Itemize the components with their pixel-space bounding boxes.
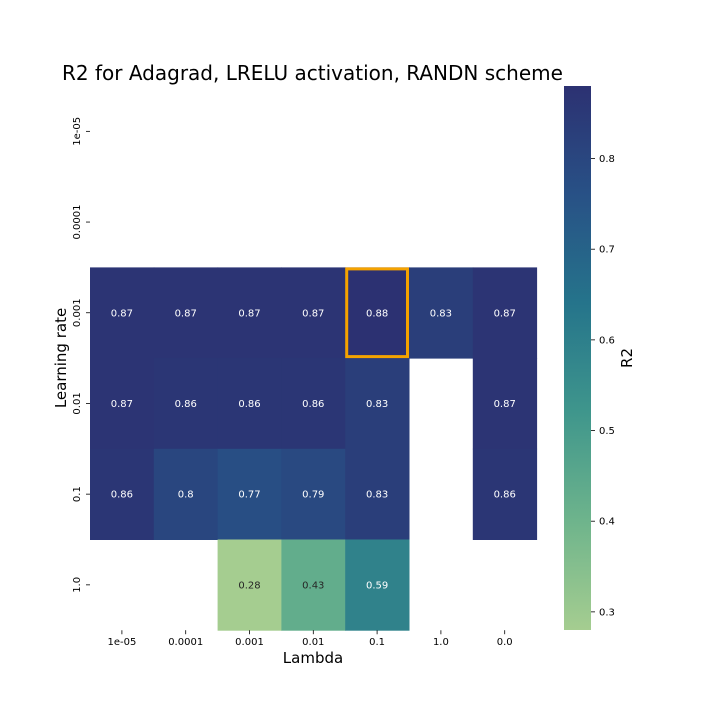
heatmap-cell	[472, 448, 538, 540]
heatmap-cell	[90, 267, 155, 359]
cell-value-label: 0.83	[366, 490, 388, 501]
cell-value-label: 0.87	[494, 399, 516, 410]
cell-value-label: 0.8	[178, 490, 194, 501]
heatmap-cell	[345, 539, 410, 631]
colorbar	[564, 86, 591, 630]
heatmap-cell	[153, 267, 219, 359]
heatmap-cell	[345, 448, 410, 540]
x-tick-label: 0.001	[235, 637, 264, 648]
cell-value-label: 0.86	[302, 399, 324, 410]
x-tick-label: 0.0	[497, 637, 513, 648]
cell-value-label: 0.86	[111, 490, 133, 501]
heatmap-cell	[90, 358, 155, 450]
x-tick-label: 1e-05	[107, 637, 136, 648]
colorbar-tick-label: 0.5	[599, 426, 615, 437]
chart-title: R2 for Adagrad, LRELU activation, RANDN …	[62, 61, 563, 85]
cell-value-label: 0.86	[494, 490, 516, 501]
cell-value-label: 0.87	[302, 308, 324, 319]
colorbar-ticks: 0.3 0.4 0.5 0.6 0.7 0.8	[591, 154, 615, 618]
y-tick-label: 1.0	[72, 577, 83, 593]
colorbar-tick-label: 0.6	[599, 335, 615, 346]
x-tick-label: 0.01	[302, 637, 324, 648]
y-axis-ticks: 1e-05 0.0001 0.001 0.01 0.1 1.0	[72, 117, 90, 593]
y-axis-label: Learning rate	[52, 308, 70, 408]
x-tick-label: 0.1	[369, 637, 385, 648]
y-tick-label: 1e-05	[72, 117, 83, 146]
x-axis-label: Lambda	[283, 649, 343, 667]
cell-value-label: 0.59	[366, 580, 388, 591]
y-tick-label: 0.01	[72, 392, 83, 414]
heatmap-cell	[345, 267, 410, 359]
cell-value-label: 0.86	[175, 399, 197, 410]
cell-value-label: 0.79	[302, 490, 324, 501]
heatmap-cell	[153, 448, 219, 540]
heatmap-cell	[217, 358, 282, 450]
colorbar-tick-label: 0.3	[599, 607, 615, 618]
colorbar-tick-label: 0.7	[599, 245, 615, 256]
heatmap-cell-labels: 0.87 0.87 0.87 0.87 0.88 0.83 0.87 0.87 0.86 0.86…	[111, 308, 516, 591]
colorbar-tick-label: 0.8	[599, 154, 615, 165]
heatmap-cell	[153, 358, 219, 450]
y-tick-label: 0.1	[72, 486, 83, 502]
cell-value-label: 0.86	[238, 399, 260, 410]
heatmap-cell	[281, 539, 346, 631]
heatmap-cell	[217, 267, 282, 359]
cell-value-label: 0.87	[175, 308, 197, 319]
cell-value-label: 0.87	[111, 308, 133, 319]
cell-value-label: 0.28	[238, 580, 260, 591]
cell-value-label: 0.83	[430, 308, 452, 319]
heatmap-cell	[217, 448, 282, 540]
colorbar-label: R2	[618, 348, 636, 368]
heatmap-cell	[281, 448, 346, 540]
cell-value-label: 0.43	[302, 580, 324, 591]
highlight-box	[345, 267, 410, 359]
x-tick-label: 0.0001	[168, 637, 203, 648]
highlight-layer	[345, 267, 410, 359]
heatmap-cell	[472, 358, 538, 450]
y-tick-label: 0.001	[72, 298, 83, 327]
cell-value-label: 0.87	[494, 308, 516, 319]
cell-value-label: 0.87	[238, 308, 260, 319]
heatmap-cell	[281, 267, 346, 359]
y-tick-label: 0.0001	[72, 205, 83, 240]
colorbar-tick-label: 0.4	[599, 517, 615, 528]
x-tick-label: 1.0	[433, 637, 449, 648]
heatmap-cell	[90, 448, 155, 540]
heatmap-cell	[345, 358, 410, 450]
cell-value-label: 0.77	[238, 490, 260, 501]
x-axis-ticks: 1e-05 0.0001 0.001 0.01 0.1 1.0 0.0	[107, 630, 513, 648]
heatmap-cell	[472, 267, 538, 359]
heatmap-cell	[281, 358, 346, 450]
cell-value-label: 0.83	[366, 399, 388, 410]
heatmap-cell	[217, 539, 282, 631]
heatmap-cells	[90, 267, 538, 631]
heatmap-cell	[409, 267, 474, 359]
cell-value-label: 0.87	[111, 399, 133, 410]
cell-value-label: 0.88	[366, 308, 388, 319]
